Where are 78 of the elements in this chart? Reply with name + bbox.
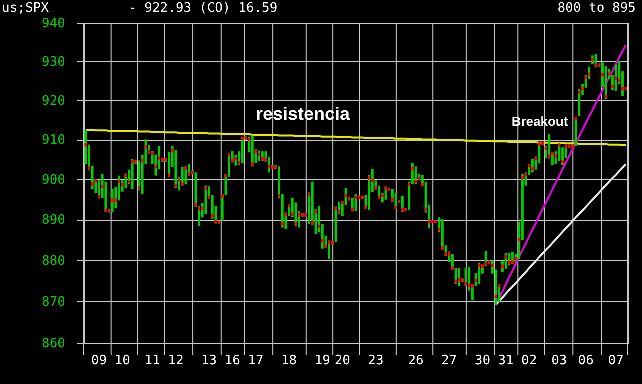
candlestick [354, 193, 358, 212]
x-tick-label: 26 [408, 354, 424, 368]
x-tick-label: 13 [201, 354, 218, 368]
x-tick-label: 17 [248, 354, 264, 368]
x-tick-label: 18 [281, 354, 298, 368]
y-tick-label: 870 [42, 294, 66, 310]
x-tick-label: 12 [168, 354, 184, 368]
candlestick [508, 252, 511, 267]
candlestick [558, 142, 561, 162]
x-tick-label: 09 [91, 354, 108, 368]
candlestick [441, 218, 444, 252]
candlestick [241, 136, 244, 164]
x-tick-label: 02 [522, 354, 538, 368]
candlestick [511, 250, 514, 266]
x-tick-label: 10 [114, 354, 130, 368]
candlestick [464, 267, 468, 288]
y-tick-label: 930 [42, 54, 66, 70]
candlestick [574, 116, 578, 148]
candlestick [391, 188, 394, 204]
candlestick [124, 172, 128, 190]
candlestick [228, 152, 231, 179]
candlestick [578, 88, 581, 118]
candlestick [531, 158, 534, 174]
candlestick [184, 165, 188, 186]
x-tick-label: 06 [578, 354, 594, 368]
y-tick-label: 900 [42, 172, 66, 188]
candlestick [384, 185, 388, 202]
candlestick [394, 192, 398, 211]
candlestick [458, 267, 461, 288]
x-tick-label: 16 [224, 354, 240, 368]
text: 800 to 895 [558, 1, 636, 16]
candlestick [204, 184, 208, 216]
x-tick-label: 30 [474, 354, 491, 368]
line-series [495, 163, 628, 306]
candlestick [614, 63, 618, 92]
candlestick [181, 166, 184, 188]
x-tick-label: 23 [368, 354, 384, 368]
candlestick [604, 64, 608, 100]
candlestick [111, 188, 114, 214]
x-tick-label: 27 [442, 354, 458, 368]
candlestick [414, 165, 418, 186]
candlestick [294, 202, 298, 228]
y-tick-label: 920 [42, 94, 66, 109]
candlestick [334, 206, 338, 244]
candlestick [351, 196, 354, 213]
y-tick-label: 860 [42, 336, 66, 352]
x-tick-label: 19 [314, 354, 330, 368]
candlestick [478, 262, 481, 286]
candlestick [504, 252, 508, 270]
candlestick [624, 86, 628, 92]
candlestick [328, 240, 331, 260]
candlestick [174, 149, 178, 190]
candlestick [378, 184, 381, 201]
y-tick-label: 940 [42, 16, 66, 32]
x-tick-label: 11 [144, 354, 160, 368]
chart-title: us;SPX [2, 1, 50, 16]
x-tick-label: 31 [498, 354, 514, 368]
candlestick [261, 150, 264, 162]
y-tick-label: 890 [42, 213, 66, 228]
chart-subtitle: - 922.93 (CO) 16.59 [129, 1, 278, 16]
candlestick [568, 144, 571, 150]
x-tick-label: 03 [552, 354, 568, 368]
candlestick [594, 53, 598, 69]
candlestick [301, 212, 304, 218]
candlestick [131, 158, 134, 190]
candlestick [401, 194, 404, 214]
x-tick-label: 20 [334, 354, 350, 368]
candlestick [554, 150, 558, 166]
y-tick-label: 910 [42, 133, 66, 148]
candlestick [591, 54, 594, 66]
candlestick [561, 146, 564, 166]
candlestick [358, 194, 361, 200]
y-tick-label: 880 [42, 254, 66, 269]
candlestick [234, 154, 238, 168]
candlestick [484, 250, 488, 268]
candlestick [251, 134, 254, 168]
candlestick [258, 150, 261, 162]
x-tick-label: 07 [608, 354, 624, 368]
